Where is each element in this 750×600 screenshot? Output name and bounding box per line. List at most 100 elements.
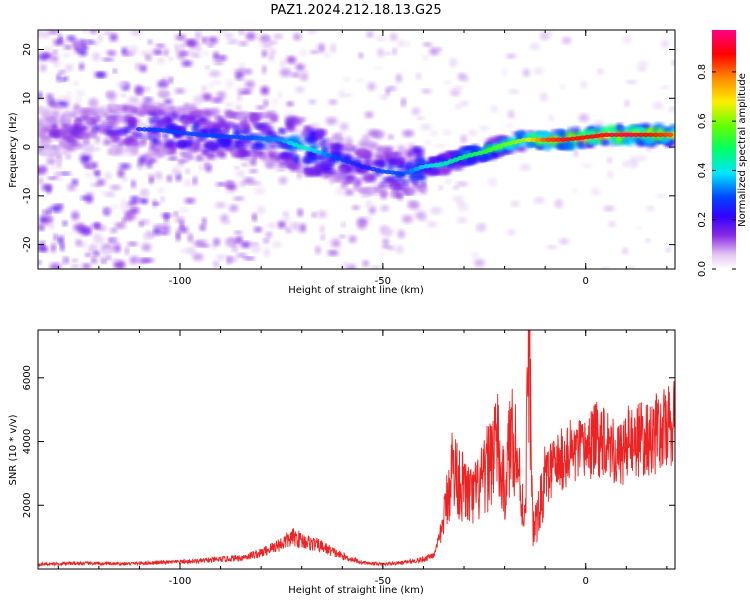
noise-speckle <box>213 187 221 191</box>
noise-speckle <box>67 183 77 191</box>
noise-speckle <box>367 129 380 138</box>
noise-speckle <box>434 144 446 148</box>
ridge-blob <box>386 165 395 172</box>
noise-speckle <box>90 245 100 250</box>
noise-speckle <box>622 248 628 255</box>
ridge-blob <box>277 143 290 148</box>
noise-speckle <box>573 149 579 157</box>
noise-speckle <box>368 206 376 215</box>
noise-speckle <box>101 191 109 196</box>
noise-speckle <box>46 159 56 165</box>
snr-y-tick-label: 2000 <box>22 493 33 518</box>
ridge-blob <box>166 139 176 148</box>
ridge-blob <box>419 186 428 195</box>
noise-speckle <box>380 205 390 212</box>
noise-speckle <box>225 239 235 247</box>
noise-speckle <box>507 110 515 119</box>
noise-speckle <box>104 171 112 180</box>
noise-speckle <box>168 77 173 84</box>
noise-speckle <box>164 48 169 56</box>
ridge-blob <box>671 126 675 132</box>
ridge-blob <box>357 149 366 154</box>
noise-speckle <box>416 73 422 80</box>
spectrogram-x-label: Height of straight line (km) <box>288 285 424 296</box>
ridge-blob <box>56 105 63 112</box>
ridge-blob <box>109 100 117 108</box>
ridge-blob <box>137 132 144 138</box>
noise-speckle <box>60 77 66 82</box>
noise-speckle <box>367 82 376 91</box>
noise-speckle <box>48 164 61 169</box>
noise-speckle <box>421 89 432 94</box>
ridge-blob <box>201 108 213 118</box>
noise-speckle <box>65 91 73 96</box>
noise-speckle <box>369 265 382 269</box>
noise-speckle <box>180 248 187 253</box>
ridge-blob <box>84 136 90 143</box>
noise-speckle <box>622 160 631 168</box>
noise-speckle <box>357 221 367 230</box>
ridge-blob <box>385 176 398 182</box>
noise-speckle <box>38 30 47 38</box>
ridge-blob <box>250 144 257 151</box>
noise-speckle <box>397 229 405 239</box>
ridge-core <box>627 132 635 138</box>
ridge-blob <box>74 120 83 127</box>
noise-speckle <box>167 157 178 161</box>
noise-speckle <box>46 93 54 101</box>
noise-speckle <box>174 216 185 223</box>
ridge-blob <box>227 121 235 127</box>
ridge-blob <box>124 127 132 132</box>
noise-speckle <box>559 84 565 90</box>
noise-speckle <box>607 157 612 164</box>
noise-speckle <box>62 52 71 58</box>
colorbar-label: Normalized spectral amplitude <box>737 73 748 227</box>
ridge-blob <box>318 142 326 147</box>
ridge-blob <box>279 128 287 134</box>
noise-speckle <box>140 199 148 205</box>
noise-speckle <box>539 92 548 101</box>
noise-speckle <box>192 54 201 58</box>
ridge-blob <box>201 149 209 155</box>
ridge-blob <box>345 139 354 149</box>
ridge-blob <box>405 187 418 195</box>
noise-speckle <box>192 253 204 261</box>
noise-speckle <box>127 241 138 246</box>
noise-speckle <box>75 98 82 102</box>
noise-speckle <box>597 68 604 74</box>
noise-speckle <box>507 229 516 236</box>
noise-speckle <box>425 140 431 145</box>
noise-speckle <box>411 107 421 115</box>
noise-speckle <box>443 80 452 85</box>
ridge-blob <box>516 142 526 148</box>
ridge-blob <box>113 128 126 136</box>
ridge-blob <box>88 101 99 108</box>
noise-speckle <box>93 250 100 257</box>
noise-speckle <box>572 189 578 193</box>
noise-speckle <box>622 35 632 44</box>
noise-speckle <box>195 44 202 53</box>
ridge-blob <box>174 141 186 146</box>
noise-speckle <box>93 232 101 242</box>
ridge-blob <box>70 131 80 137</box>
ridge-blob <box>103 138 112 146</box>
noise-speckle <box>295 86 305 93</box>
noise-speckle <box>79 226 91 236</box>
ridge-blob <box>394 192 403 198</box>
noise-speckle <box>84 253 90 257</box>
noise-speckle <box>250 243 262 253</box>
noise-speckle <box>646 205 654 212</box>
noise-speckle <box>224 220 231 225</box>
noise-speckle <box>325 117 338 125</box>
noise-speckle <box>366 31 374 38</box>
noise-speckle <box>402 129 414 138</box>
noise-speckle <box>408 201 420 210</box>
ridge-blob <box>215 149 222 156</box>
noise-speckle <box>338 235 346 239</box>
noise-speckle <box>608 221 616 227</box>
noise-speckle <box>153 202 160 206</box>
noise-speckle <box>226 182 237 192</box>
noise-speckle <box>401 215 413 224</box>
